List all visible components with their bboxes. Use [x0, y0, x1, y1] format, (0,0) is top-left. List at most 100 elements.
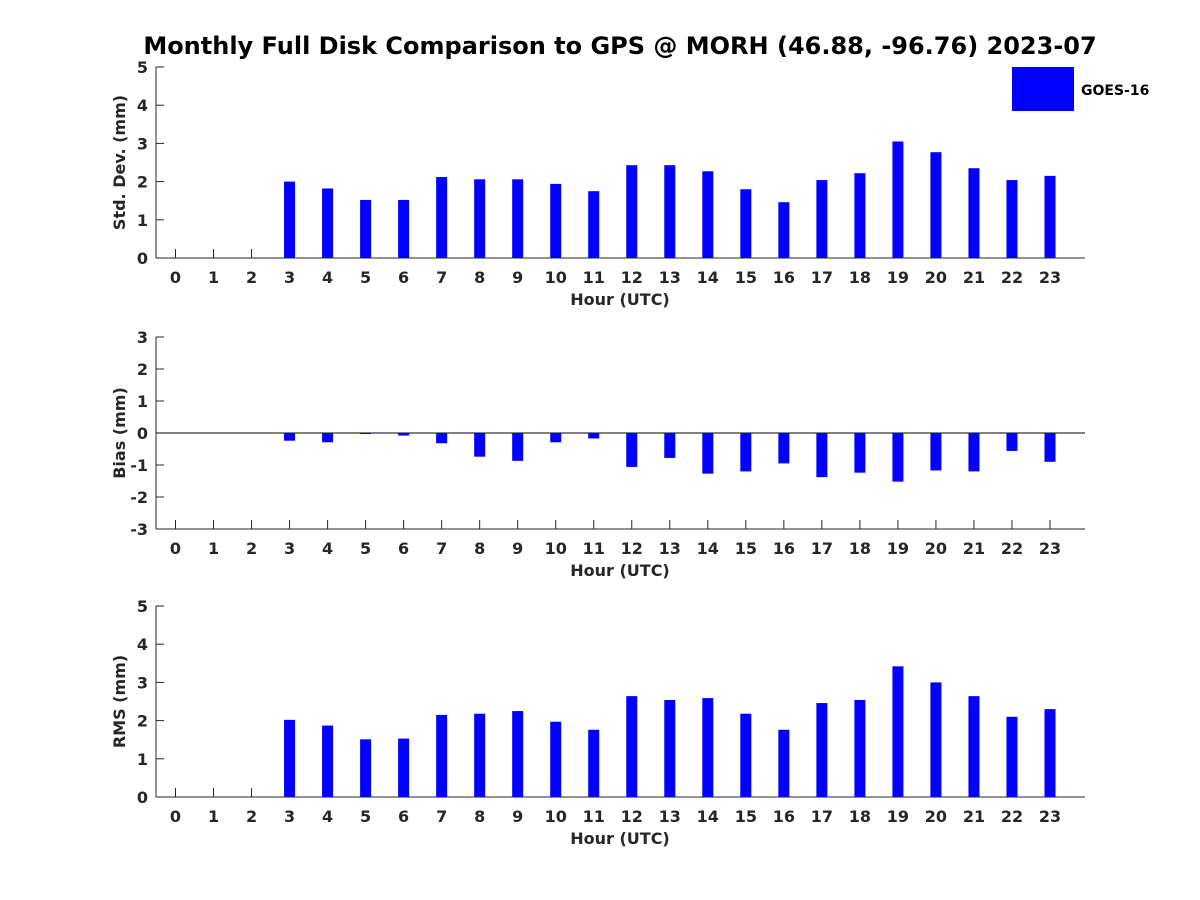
bar-20 — [930, 152, 942, 258]
x-tick-label: 23 — [1039, 539, 1061, 558]
x-tick-label: 15 — [735, 539, 757, 558]
bar-4 — [322, 725, 334, 797]
y-tick-label: -1 — [130, 456, 148, 475]
x-tick-label: 2 — [246, 807, 257, 826]
x-tick-label: 7 — [436, 268, 447, 287]
bar-15 — [740, 713, 752, 797]
x-tick-label: 15 — [735, 807, 757, 826]
y-tick-label: 3 — [137, 328, 148, 347]
y-axis-label: Std. Dev. (mm) — [110, 95, 129, 230]
y-tick-label: 2 — [137, 712, 148, 731]
x-tick-label: 14 — [697, 539, 719, 558]
bar-3 — [284, 719, 296, 797]
x-tick-label: 6 — [398, 539, 409, 558]
x-tick-label: 2 — [246, 268, 257, 287]
y-tick-label: 1 — [137, 750, 148, 769]
bar-17 — [816, 180, 828, 258]
bar-14 — [702, 171, 714, 258]
bar-11 — [588, 729, 600, 797]
legend-swatch — [1012, 67, 1074, 111]
bar-8 — [474, 179, 486, 258]
x-tick-label: 11 — [583, 807, 605, 826]
x-tick-label: 12 — [621, 807, 643, 826]
bar-11 — [588, 433, 600, 439]
chart-title: Monthly Full Disk Comparison to GPS @ MO… — [143, 32, 1096, 60]
y-tick-label: 1 — [137, 392, 148, 411]
x-tick-label: 0 — [170, 807, 181, 826]
y-tick-label: 5 — [137, 597, 148, 616]
x-tick-label: 21 — [963, 539, 985, 558]
bar-9 — [512, 711, 524, 797]
y-axis-label: RMS (mm) — [110, 655, 129, 748]
x-tick-label: 0 — [170, 539, 181, 558]
y-tick-label: -3 — [130, 520, 148, 539]
y-tick-label: 0 — [137, 788, 148, 807]
x-tick-label: 19 — [887, 268, 909, 287]
x-tick-label: 8 — [474, 268, 485, 287]
x-tick-label: 8 — [474, 539, 485, 558]
x-tick-label: 8 — [474, 807, 485, 826]
bar-16 — [778, 729, 790, 797]
bar-15 — [740, 189, 752, 258]
bar-19 — [892, 141, 904, 258]
bar-14 — [702, 698, 714, 797]
bar-11 — [588, 191, 600, 258]
bar-22 — [1006, 433, 1018, 451]
x-tick-label: 13 — [659, 539, 681, 558]
bar-13 — [664, 165, 676, 258]
x-tick-label: 11 — [583, 539, 605, 558]
x-tick-label: 14 — [697, 807, 719, 826]
bar-17 — [816, 433, 828, 478]
x-tick-label: 21 — [963, 807, 985, 826]
bar-20 — [930, 433, 942, 471]
x-tick-label: 10 — [545, 539, 567, 558]
y-axis-label: Bias (mm) — [110, 387, 129, 479]
y-tick-label: 1 — [137, 211, 148, 230]
x-tick-label: 3 — [284, 268, 295, 287]
bar-12 — [626, 433, 638, 467]
bar-21 — [968, 168, 980, 258]
y-tick-label: 3 — [137, 673, 148, 692]
x-axis-label: Hour (UTC) — [570, 290, 670, 309]
y-tick-label: 4 — [137, 635, 148, 654]
x-tick-label: 17 — [811, 268, 833, 287]
x-tick-label: 12 — [621, 539, 643, 558]
bar-15 — [740, 433, 752, 472]
bar-21 — [968, 696, 980, 797]
x-tick-label: 0 — [170, 268, 181, 287]
x-tick-label: 22 — [1001, 539, 1023, 558]
x-tick-label: 13 — [659, 807, 681, 826]
x-tick-label: 11 — [583, 268, 605, 287]
x-tick-label: 19 — [887, 539, 909, 558]
x-tick-label: 12 — [621, 268, 643, 287]
y-tick-label: 5 — [137, 58, 148, 77]
legend: GOES-16 — [1012, 67, 1149, 111]
bar-19 — [892, 433, 904, 482]
x-tick-label: 15 — [735, 268, 757, 287]
x-tick-label: 18 — [849, 807, 871, 826]
y-tick-label: -2 — [130, 488, 148, 507]
bar-7 — [436, 177, 448, 258]
bar-4 — [322, 433, 334, 443]
x-tick-label: 2 — [246, 539, 257, 558]
x-tick-label: 21 — [963, 268, 985, 287]
legend-label: GOES-16 — [1081, 83, 1149, 99]
x-axis-label: Hour (UTC) — [570, 829, 670, 848]
bar-23 — [1044, 433, 1056, 462]
x-tick-label: 18 — [849, 268, 871, 287]
bar-20 — [930, 682, 942, 797]
bar-5 — [360, 433, 372, 434]
x-tick-label: 9 — [512, 807, 523, 826]
x-tick-label: 4 — [322, 807, 333, 826]
x-tick-label: 7 — [436, 539, 447, 558]
bar-4 — [322, 188, 334, 258]
y-tick-label: 0 — [137, 249, 148, 268]
x-tick-label: 4 — [322, 268, 333, 287]
y-tick-label: 2 — [137, 173, 148, 192]
bar-12 — [626, 696, 638, 797]
x-tick-label: 22 — [1001, 268, 1023, 287]
bar-8 — [474, 433, 486, 457]
